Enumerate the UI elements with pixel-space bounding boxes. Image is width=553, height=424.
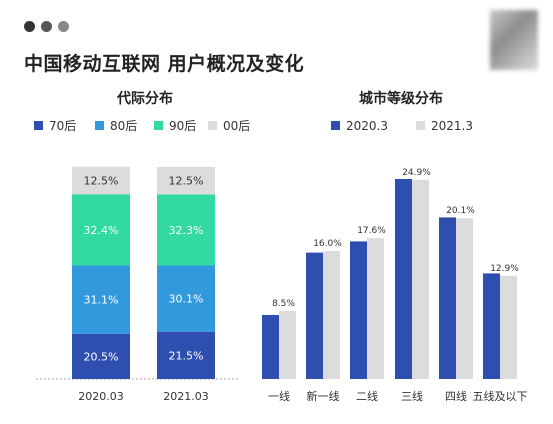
bar-segment — [157, 166, 215, 195]
bar — [367, 238, 384, 379]
legend-swatch — [154, 121, 163, 130]
x-tick-label: 新一线 — [307, 389, 340, 403]
bar — [323, 251, 340, 379]
x-tick-label: 2020.03 — [78, 390, 124, 403]
page-title: 中国移动互联网 用户概况及变化 — [24, 53, 305, 75]
legend-label: 00后 — [223, 119, 250, 133]
window-dot — [24, 21, 35, 32]
data-label: 20.1% — [446, 206, 475, 216]
bar-segment — [157, 331, 215, 379]
bar-segment — [157, 194, 215, 266]
legend-swatch — [208, 121, 217, 130]
bar — [483, 273, 500, 379]
data-label: 12.9% — [490, 264, 519, 274]
bar-segment — [72, 333, 130, 379]
bar — [262, 315, 279, 379]
bar — [500, 275, 517, 379]
data-label: 16.0% — [313, 239, 342, 249]
legend-swatch — [331, 121, 340, 130]
data-label: 31.1% — [84, 294, 119, 307]
data-label: 24.9% — [402, 168, 431, 178]
bar — [456, 218, 473, 379]
x-tick-label: 一线 — [268, 389, 290, 403]
bar — [412, 179, 429, 379]
x-tick-label: 二线 — [356, 389, 378, 403]
legend-label: 80后 — [110, 119, 137, 133]
data-label: 21.5% — [169, 349, 204, 362]
window-dot — [41, 21, 52, 32]
bar-segment — [72, 166, 130, 195]
data-label: 32.4% — [84, 224, 119, 237]
x-tick-label: 三线 — [401, 389, 423, 403]
legend-label: 2021.3 — [431, 119, 473, 133]
window-dot — [58, 21, 69, 32]
legend-label: 2020.3 — [346, 119, 388, 133]
bar — [279, 311, 296, 379]
legend-label: 90后 — [169, 119, 196, 133]
data-label: 8.5% — [272, 299, 295, 309]
bar — [350, 241, 367, 379]
legend-swatch — [34, 121, 43, 130]
data-label: 30.1% — [169, 293, 204, 306]
x-tick-label: 四线 — [445, 389, 467, 403]
data-label: 12.5% — [169, 175, 204, 188]
bar — [306, 252, 323, 379]
blurred-avatar — [490, 10, 538, 70]
legend-swatch — [95, 121, 104, 130]
data-label: 12.5% — [84, 174, 119, 187]
legend-swatch — [416, 121, 425, 130]
bar — [439, 217, 456, 379]
bar-segment — [72, 194, 130, 266]
legend-label: 70后 — [49, 119, 76, 133]
bar-segment — [72, 265, 130, 334]
bar — [395, 179, 412, 379]
data-label: 32.3% — [169, 224, 204, 237]
data-label: 17.6% — [357, 226, 386, 236]
x-tick-label: 五线及以下 — [473, 389, 528, 403]
x-tick-label: 2021.03 — [163, 390, 209, 403]
chart-title: 城市等级分布 — [359, 90, 443, 107]
data-label: 20.5% — [84, 350, 119, 363]
bar-segment — [157, 265, 215, 332]
window-dots — [24, 21, 69, 32]
chart-title: 代际分布 — [116, 90, 173, 107]
